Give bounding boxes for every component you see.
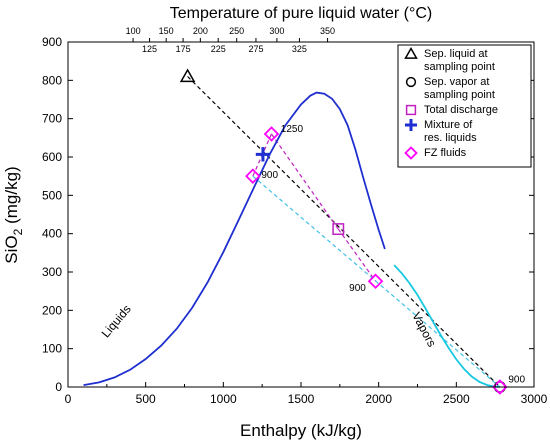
y-tick-label: 500 <box>42 188 62 202</box>
x-tick-label: 500 <box>136 392 156 406</box>
x-axis-title: Enthalpy (kJ/kg) <box>240 421 362 440</box>
y-tick-label: 600 <box>42 150 62 164</box>
y-axis-title-subscript: 2 <box>11 228 25 235</box>
marker-triangle <box>179 68 196 83</box>
legend-marker-triangle <box>404 46 418 59</box>
annotation-label: 900 <box>349 283 366 294</box>
temperature-tick-label: 325 <box>292 44 307 54</box>
chart-title: Temperature of pure liquid water (°C) <box>170 5 433 22</box>
annotation-label: 1250 <box>281 124 304 135</box>
y-axis-title: SiO2 (mg/kg) <box>2 166 25 263</box>
legend-label: FZ fluids <box>424 147 467 159</box>
marker-diamond <box>367 273 384 289</box>
y-axis-title-main: SiO <box>2 235 21 263</box>
marker-square <box>332 223 345 236</box>
mixing-line <box>337 228 377 282</box>
mixing-line <box>270 133 339 230</box>
y-axis: 0 100 200 300 400 500 600 700 800 900 <box>42 35 534 394</box>
legend-marker-circle <box>405 76 417 88</box>
marker-plus <box>255 147 271 162</box>
legend-marker-diamond <box>404 146 418 160</box>
x-tick-label: 1500 <box>288 392 315 406</box>
legend-label: sampling point <box>424 89 495 101</box>
temperature-tick-label: 275 <box>248 44 263 54</box>
x-axis: 0 500 1000 1500 2000 2500 3000 <box>65 382 548 406</box>
x-tick-label: 0 <box>65 392 72 406</box>
legend-marker-square <box>405 104 417 116</box>
legend-label: Total discharge <box>424 104 498 116</box>
marker-diamond <box>263 126 280 142</box>
solubility-curves <box>83 91 500 388</box>
annotation-label: 900 <box>261 170 278 181</box>
data-points <box>179 68 508 395</box>
temperature-tick-label: 125 <box>142 44 157 54</box>
y-tick-label: 400 <box>42 227 62 241</box>
y-tick-label: 200 <box>42 303 62 317</box>
legend-label: Sep. vapor at <box>424 76 489 88</box>
temperature-tick-label: 350 <box>320 26 335 36</box>
temperature-tick-label: 225 <box>211 44 226 54</box>
temperature-tick-label: 100 <box>126 26 141 36</box>
y-tick-label: 900 <box>42 35 62 49</box>
y-tick-label: 0 <box>55 380 62 394</box>
legend-box <box>397 44 532 168</box>
x-tick-label: 1000 <box>210 392 237 406</box>
legend-label: res. liquids <box>424 132 477 144</box>
legend-label: Mixture of <box>424 119 473 131</box>
temperature-tick-label: 175 <box>176 44 191 54</box>
legend-marker-plus <box>404 118 418 132</box>
y-tick-label: 300 <box>42 265 62 279</box>
y-tick-label: 100 <box>42 342 62 356</box>
y-tick-label: 700 <box>42 112 62 126</box>
legend-label: Sep. liquid at <box>424 48 488 60</box>
temperature-tick-label: 250 <box>229 26 244 36</box>
annotation-label: 900 <box>508 374 525 385</box>
curve-liquids <box>83 91 386 386</box>
y-tick-label: 800 <box>42 73 62 87</box>
x-tick-label: 3000 <box>521 392 548 406</box>
temperature-tick-label: 200 <box>193 26 208 36</box>
curve-vapors <box>393 264 500 388</box>
x-tick-label: 2000 <box>365 392 392 406</box>
y-axis-title-unit: (mg/kg) <box>2 166 21 228</box>
temperature-tick-label: 150 <box>159 26 174 36</box>
marker-diamond <box>245 168 261 184</box>
mixing-line <box>252 175 501 388</box>
temperature-tick-label: 300 <box>269 26 284 36</box>
legend-label: sampling point <box>424 61 495 73</box>
x-tick-label: 2500 <box>443 392 470 406</box>
